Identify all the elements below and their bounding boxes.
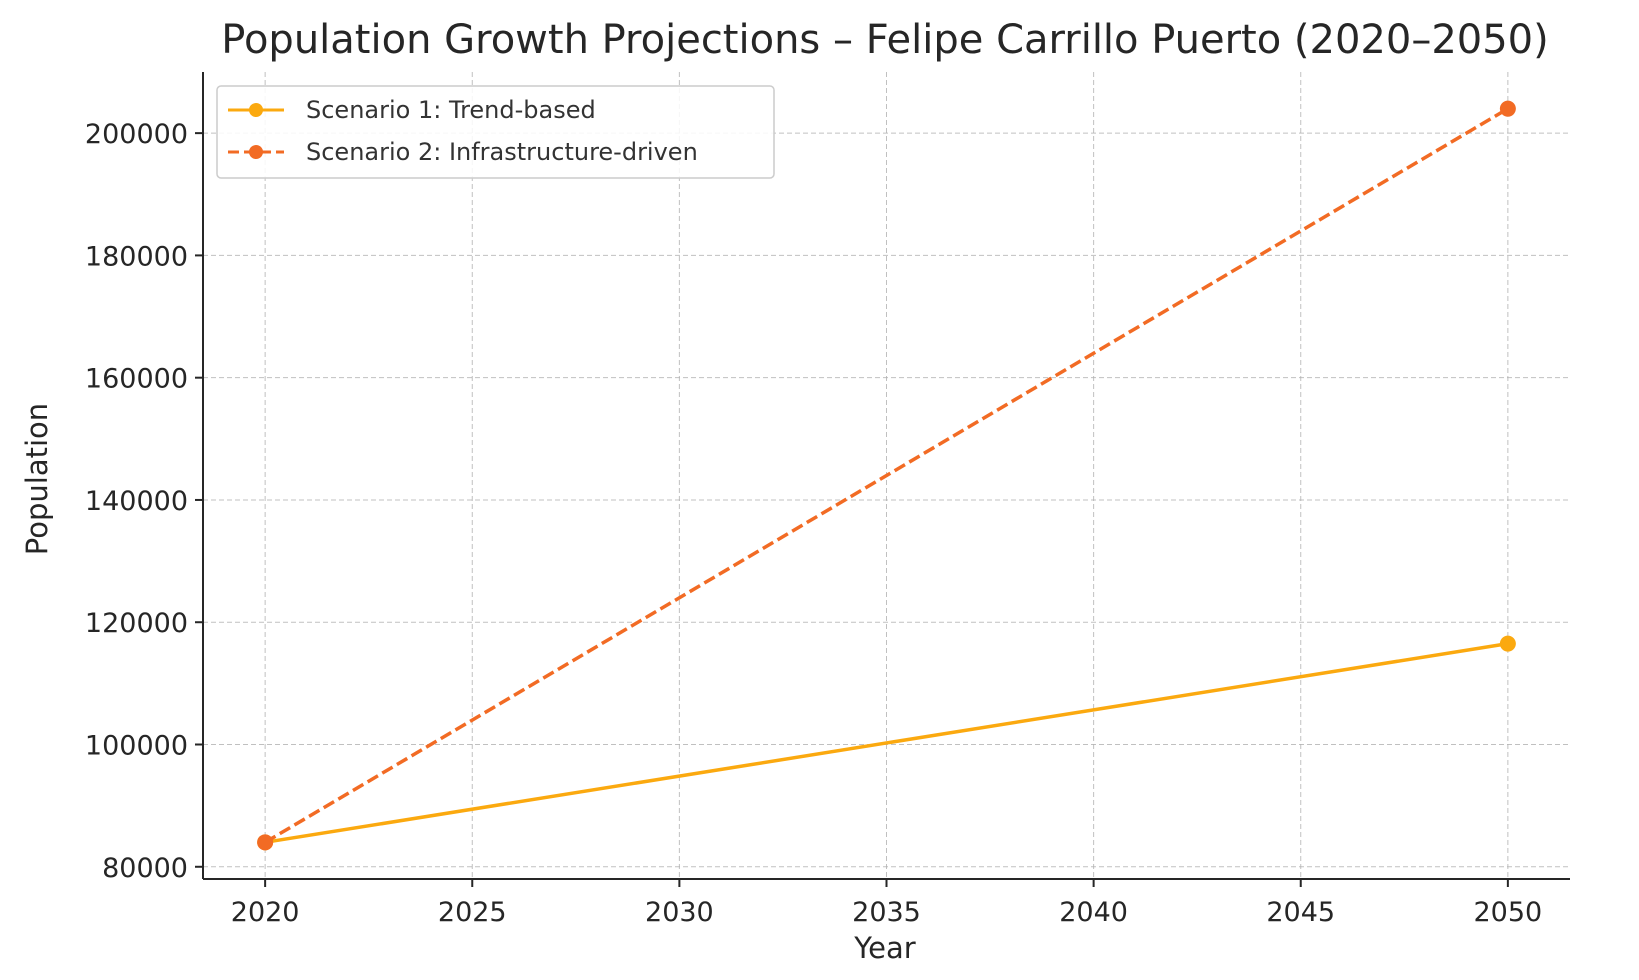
series [257, 100, 1516, 851]
legend-label-scenario-1: Scenario 1: Trend-based [306, 96, 596, 124]
x-tick-label-2050: 2050 [1474, 897, 1543, 928]
x-ticks: 2020 2025 2030 2035 2040 2045 2050 [231, 879, 1542, 928]
legend-marker-scenario-2 [249, 145, 263, 159]
x-tick-label-2040: 2040 [1059, 897, 1128, 928]
y-tick-label-80000: 80000 [102, 853, 188, 884]
data-point-scenario-1-2050 [1499, 635, 1516, 652]
y-tick-label-120000: 120000 [85, 608, 188, 639]
legend-label-scenario-2: Scenario 2: Infrastructure-driven [306, 138, 698, 166]
x-tick-label-2030: 2030 [645, 897, 714, 928]
y-tick-label-180000: 180000 [85, 241, 188, 272]
y-axis-title: Population [20, 403, 54, 555]
data-point-scenario-2-2050 [1499, 100, 1516, 117]
legend-entry-scenario-1: Scenario 1: Trend-based [228, 96, 596, 124]
legend-entry-scenario-2: Scenario 2: Infrastructure-driven [228, 138, 698, 166]
legend-marker-scenario-1 [249, 103, 263, 117]
legend: Scenario 1: Trend-based Scenario 2: Infr… [216, 85, 775, 179]
series-line-scenario-1 [264, 641, 1509, 845]
y-ticks: 80000 100000 120000 140000 160000 180000 20000… [85, 119, 203, 884]
data-point-scenario-2-2020 [257, 834, 274, 851]
y-tick-label-140000: 140000 [85, 486, 188, 517]
y-tick-label-200000: 200000 [85, 119, 188, 150]
y-tick-label-160000: 160000 [85, 364, 188, 395]
y-tick-label-100000: 100000 [85, 731, 188, 762]
x-axis-title: Year [853, 931, 915, 965]
x-tick-label-2045: 2045 [1266, 897, 1335, 928]
chart-title: Population Growth Projections – Felipe C… [221, 17, 1548, 63]
x-tick-label-2020: 2020 [231, 897, 300, 928]
legend-box [216, 85, 775, 179]
series-line-scenario-2 [264, 107, 1509, 844]
x-tick-label-2035: 2035 [852, 897, 921, 928]
x-tick-label-2025: 2025 [438, 897, 507, 928]
